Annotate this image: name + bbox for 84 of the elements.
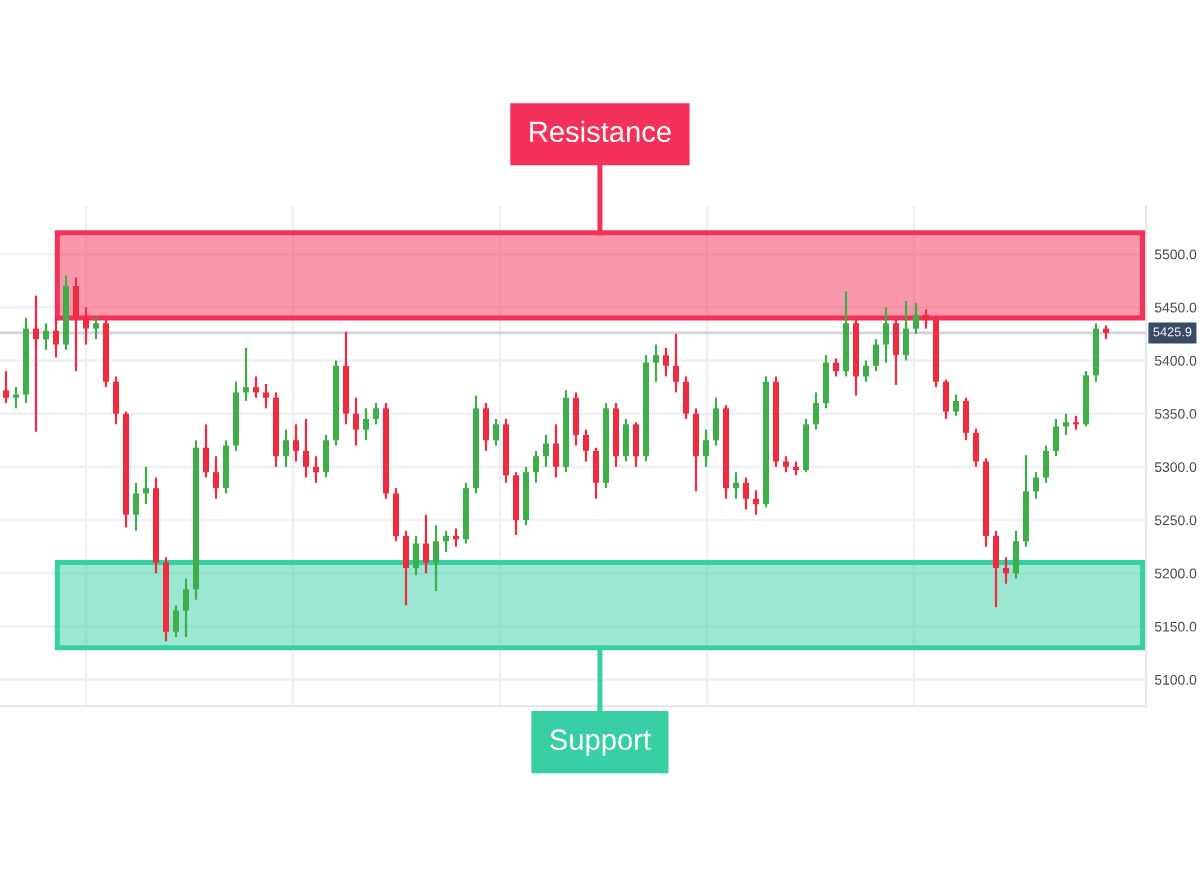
candlestick xyxy=(953,393,959,417)
candlestick xyxy=(453,527,459,548)
candlestick xyxy=(1043,444,1049,484)
candlestick xyxy=(433,524,439,593)
candlestick xyxy=(923,308,929,330)
candlestick xyxy=(343,330,349,426)
candlestick xyxy=(113,375,119,426)
candlestick xyxy=(903,299,909,362)
candlestick xyxy=(1053,417,1059,458)
candlestick xyxy=(443,529,449,554)
candlestick xyxy=(803,417,809,474)
candlestick xyxy=(523,465,529,527)
candlestick xyxy=(813,391,819,431)
candlestick xyxy=(1063,412,1069,437)
band-label: Resistance xyxy=(530,120,671,143)
candlestick xyxy=(883,306,889,364)
candlestick xyxy=(253,375,259,399)
candlestick xyxy=(823,354,829,410)
candlestick xyxy=(653,343,659,383)
candlestick xyxy=(413,534,419,577)
candlestick xyxy=(143,465,149,506)
candlestick xyxy=(283,428,289,468)
candlestick xyxy=(693,407,699,493)
candlestick xyxy=(613,401,619,468)
candlestick xyxy=(363,407,369,442)
candlestick xyxy=(863,359,869,383)
candlestick xyxy=(483,401,489,453)
candlestick xyxy=(543,433,549,468)
candlestick xyxy=(833,357,839,378)
candlestick xyxy=(1033,471,1039,500)
candlestick xyxy=(493,417,499,447)
candlestick xyxy=(753,489,759,516)
candlestick xyxy=(713,396,719,447)
candlestick xyxy=(1093,322,1099,383)
candlestick xyxy=(373,401,379,426)
candlestick xyxy=(593,446,599,500)
candlestick xyxy=(13,385,19,410)
legend-label: Support xyxy=(550,729,651,756)
candlestick xyxy=(663,346,669,378)
candlestick xyxy=(393,487,399,543)
candlestick xyxy=(53,316,59,359)
candlestick xyxy=(263,382,269,410)
candlestick xyxy=(313,455,319,484)
candlestick xyxy=(743,476,749,511)
candlestick xyxy=(533,449,539,484)
candlestick xyxy=(583,428,589,463)
candlestick xyxy=(993,529,999,609)
candlestick xyxy=(913,301,919,336)
candlestick xyxy=(633,421,639,468)
candlestick xyxy=(33,294,39,433)
candlestick xyxy=(133,481,139,532)
candlestick xyxy=(43,322,49,351)
candlestick xyxy=(173,604,179,639)
candlestick xyxy=(223,439,229,495)
candlestick xyxy=(553,423,559,479)
candlestick xyxy=(1013,529,1019,580)
candlestick xyxy=(973,427,979,468)
candlestick xyxy=(963,396,969,442)
candlestick xyxy=(213,455,219,500)
candlestick xyxy=(943,378,949,421)
candlestick xyxy=(673,332,679,394)
candlestick xyxy=(353,396,359,447)
candlestick xyxy=(323,433,329,479)
candlestick xyxy=(183,577,189,639)
candlestick xyxy=(513,471,519,537)
candlestick xyxy=(93,316,99,341)
candlestick xyxy=(683,375,689,421)
candlestick xyxy=(83,306,89,346)
candlestick xyxy=(203,423,209,479)
candlestick xyxy=(873,338,879,373)
candlestick xyxy=(73,276,79,373)
candlestick xyxy=(303,417,309,479)
candlestick xyxy=(623,417,629,463)
candlestick xyxy=(843,290,849,378)
candlestick xyxy=(703,428,709,468)
candlestick xyxy=(573,391,579,447)
candlestick xyxy=(423,513,429,575)
candlestick xyxy=(293,423,299,463)
candlestick xyxy=(3,370,9,405)
candlestick xyxy=(403,529,409,607)
candlestick xyxy=(1003,556,1009,585)
candlestick xyxy=(893,316,899,387)
candlestick xyxy=(243,346,249,403)
candlestick xyxy=(733,471,739,500)
